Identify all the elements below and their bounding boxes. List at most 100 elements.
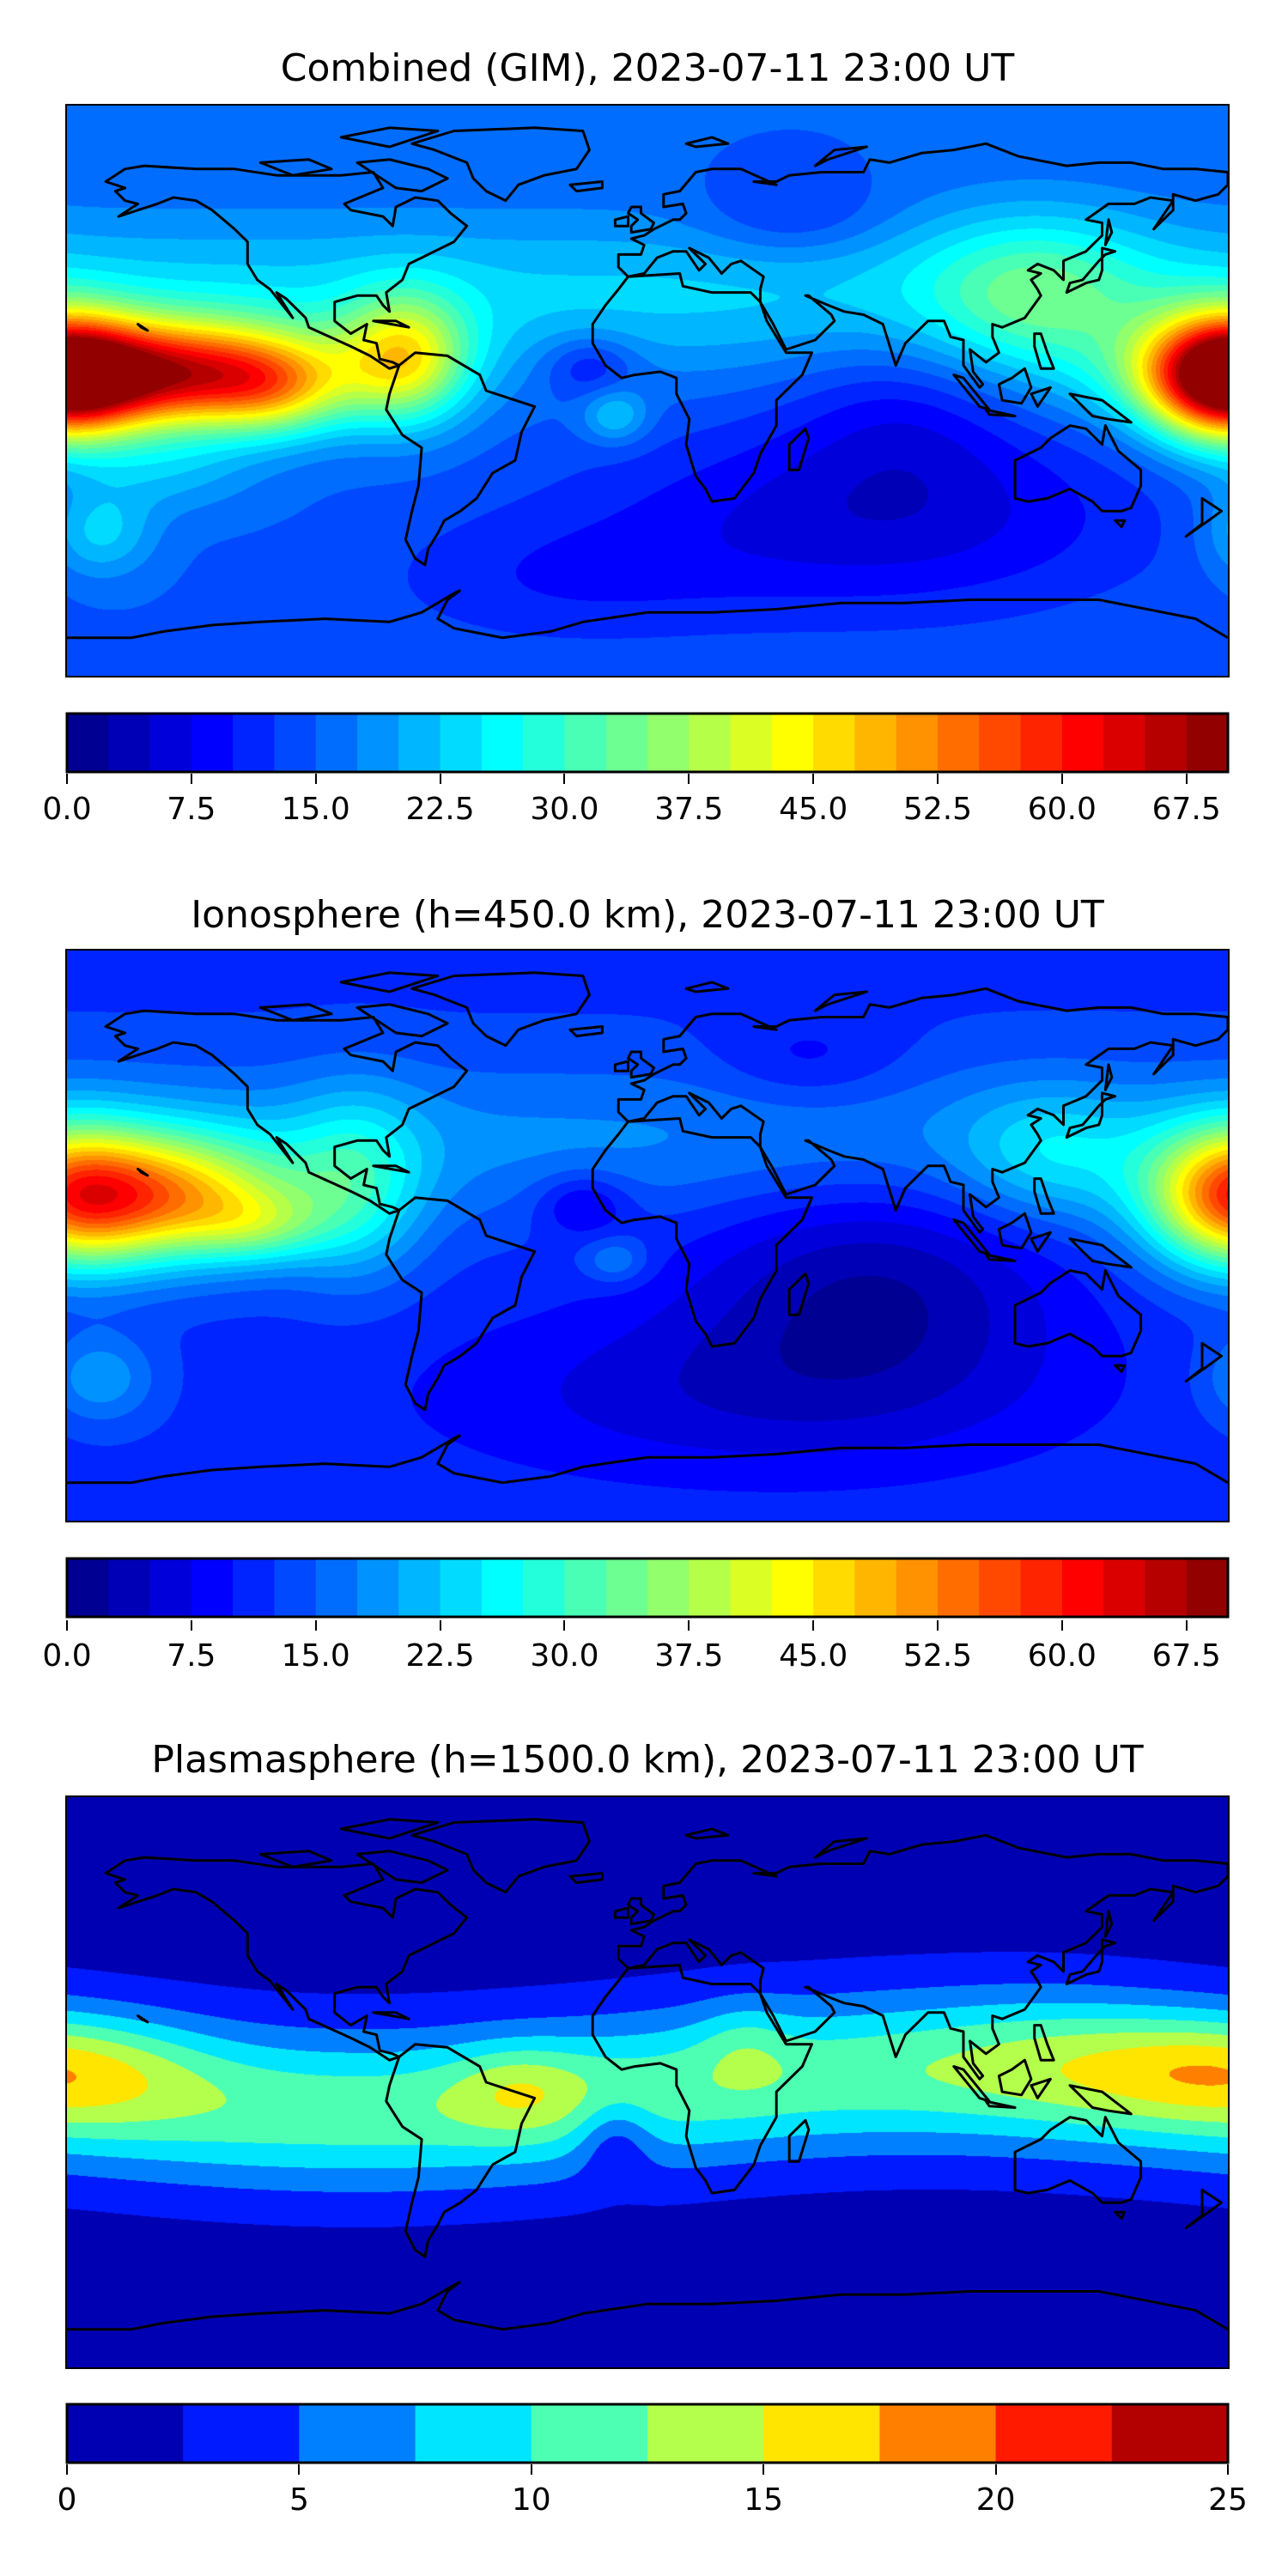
plot-title: Ionosphere (h=450.0 km), 2023-07-11 23:0… [191,893,1104,937]
colorbar-segment [67,2404,184,2463]
colorbar-segment [995,2404,1113,2463]
colorbar-segment [149,1558,192,1617]
coastline [1033,1177,1055,1215]
colorbar-segment [357,1558,399,1617]
coastline [591,272,813,503]
colorbar-frame [65,1557,1230,1619]
coastlines [67,971,1228,1485]
coastline [684,981,730,993]
tec-map [65,1795,1230,2369]
colorbar-segment [854,1558,897,1617]
coastline [952,2065,991,2103]
coastline [1065,1938,1117,1986]
colorbar-tick-label: 7.5 [167,1638,216,1674]
colorbar-tick-mark [688,1620,690,1631]
colorbar-tick-label: 0.0 [42,792,92,827]
colorbar-tick-label: 45.0 [779,792,848,827]
tec-map [65,949,1230,1522]
colorbar-segment [183,2404,300,2463]
colorbar-segment [523,714,566,772]
colorbar-segment [854,714,897,772]
coastline [997,1212,1033,1250]
colorbar-segment [274,1558,317,1617]
colorbar-segment [1186,714,1229,772]
colorbar-tick-label: 20 [975,2482,1016,2518]
colorbar-segment [564,1558,607,1617]
colorbar-segment [1061,714,1104,772]
colorbar-tick-label: 7.5 [167,792,216,827]
colorbar-segment [415,2404,532,2463]
tec-field-canvas [67,951,1228,1521]
colorbar-segment [813,1558,856,1617]
colorbar-tick-mark [530,2464,532,2475]
colorbar-segment [979,1558,1022,1617]
coastline [787,2118,811,2163]
colorbar-segment [1145,714,1188,772]
colorbar-tick-label: 37.5 [654,1638,724,1674]
coastline [1030,1230,1052,1253]
coastline [952,374,991,411]
colorbar-tick-label: 25 [1208,2482,1248,2518]
coastline [1103,218,1114,246]
colorbar-segment [771,1558,814,1617]
colorbar-segment [605,1558,648,1617]
coastline [104,1856,469,2062]
coastline [339,126,440,149]
coastline [1013,1269,1143,1358]
coastline [1184,2188,1223,2230]
colorbar-tick-mark [439,774,441,784]
colorbar-tick-label: 30.0 [530,1638,599,1674]
colorbar-segment [481,714,524,772]
coastline [1114,1364,1127,1374]
colorbar-tick-mark [812,1620,815,1631]
colorbar-tick-label: 67.5 [1151,1638,1221,1674]
colorbar-tick-labels: 0.0 7.5 15.0 22.5 30.0 37.5 45.0 52.5 60.0 67.5 [42,1620,1228,1691]
colorbar-segment [523,1558,566,1617]
tec-field-canvas [67,1797,1228,2367]
coastline [385,1196,537,1412]
colorbar-segment [67,1558,109,1617]
colorbar-segment [1020,1558,1063,1617]
colorbar-segment [879,2404,997,2463]
colorbar-tick-label: 45.0 [779,1638,848,1674]
colorbar-segment [233,714,276,772]
colorbar-tick-mark [563,774,566,784]
coastline [984,1253,1017,1262]
coastline [627,1050,655,1079]
colorbar-tick-label: 37.5 [654,792,724,827]
colorbar-segment [1103,1558,1146,1617]
coastline [339,971,440,993]
colorbar-segment [1061,1558,1104,1617]
colorbar-segment [357,714,399,772]
colorbar-tick-label: 52.5 [902,792,973,827]
colorbar [65,712,1230,774]
colorbar-tick-mark [937,774,939,784]
colorbar-segment [730,1558,773,1617]
tec-field-canvas [67,106,1228,676]
coastline [984,2099,1017,2109]
coastline [355,158,449,193]
coastline [684,1827,730,1840]
coastline [137,1168,149,1177]
colorbar-segment [191,1558,234,1617]
colorbar-tick-label: 30.0 [530,792,599,827]
coastline [104,164,469,370]
colorbar-tick-label: 15.0 [281,792,350,827]
coastline [1103,1910,1114,1938]
colorbar-tick-mark [1185,774,1188,784]
coastline [1184,1341,1223,1383]
coastline [591,1964,813,2195]
colorbar-segment [1186,1558,1229,1617]
coastlines [67,1818,1228,2331]
colorbar-segment [233,1558,276,1617]
coastline-antarctica [67,2281,1228,2331]
coastline [372,319,410,329]
coastline [787,427,811,471]
coastline [1068,392,1133,424]
coastline-antarctica [67,589,1228,640]
colorbar-frame [65,712,1230,774]
colorbar-segment [730,714,773,772]
coastline [410,971,591,1048]
coastline [627,1897,655,1926]
colorbar-segment [398,1558,441,1617]
